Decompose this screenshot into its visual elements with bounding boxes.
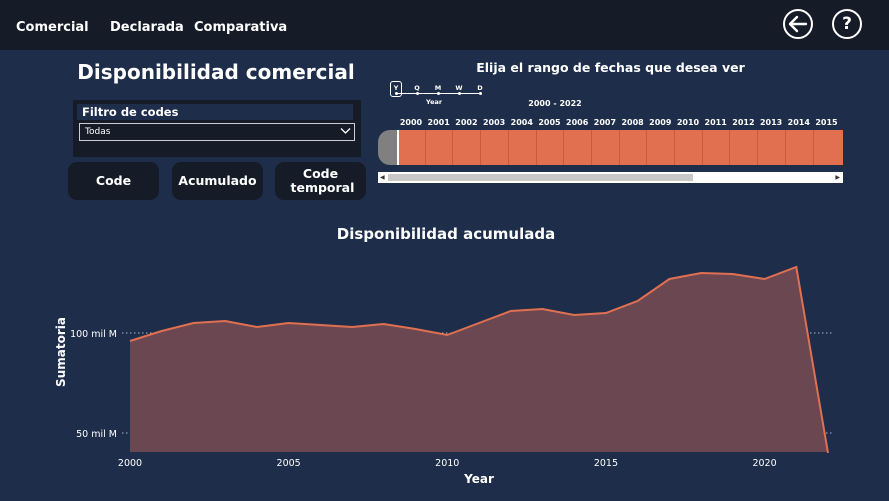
x-tick-label: 2010: [435, 458, 459, 469]
acumulado-button[interactable]: Acumulado: [172, 162, 263, 200]
arrow-left-icon: [788, 15, 808, 33]
chevron-down-icon: [340, 128, 351, 134]
granularity-day[interactable]: D: [477, 84, 483, 92]
timeline-cell-divider: [757, 130, 759, 165]
timeline-cell-divider: [563, 130, 565, 165]
granularity-week[interactable]: W: [455, 84, 463, 92]
filter-card: Filtro de codes Todas: [73, 100, 361, 157]
timeline-year-label[interactable]: 2014: [787, 118, 810, 127]
timeline-cell-divider: [674, 130, 675, 165]
timeline-year-label[interactable]: 2005: [538, 118, 561, 127]
scroll-right-icon[interactable]: ▶: [835, 174, 840, 181]
timeline-cell-divider: [618, 130, 620, 165]
chart-title: Disponibilidad acumulada: [336, 225, 556, 243]
granularity-month[interactable]: M: [434, 84, 442, 92]
granularity-selected-box: [390, 81, 402, 97]
timeline-cell-divider: [424, 130, 426, 165]
y-axis-title: Sumatoria: [54, 317, 68, 387]
timeline-year-label[interactable]: 2004: [510, 118, 533, 127]
x-tick-label: 2005: [277, 458, 301, 469]
timeline-year-label[interactable]: 2008: [621, 118, 644, 127]
timeline-cell-divider: [480, 130, 482, 165]
y-tick-label: 100 mil M: [70, 329, 117, 340]
granularity-quarter[interactable]: Q: [414, 84, 420, 92]
y-tick-label: 50 mil M: [76, 429, 117, 440]
selected-range-caption: 2000 - 2022: [528, 99, 582, 108]
help-button[interactable]: ?: [832, 9, 862, 39]
x-axis-title: Year: [463, 472, 494, 486]
granularity-dot: [437, 92, 440, 95]
timeline-year-label[interactable]: 2006: [566, 118, 589, 127]
timeline-year-label[interactable]: 2015: [815, 118, 838, 127]
timeline-year-label[interactable]: 2001: [427, 118, 450, 127]
granularity-caption: Year: [426, 98, 443, 106]
granularity-dot: [479, 92, 482, 95]
filter-selected-value: Todas: [85, 127, 111, 137]
timeline-year-label[interactable]: 2011: [704, 118, 727, 127]
timeline-cell-divider: [729, 130, 731, 165]
timeline-cell-divider: [701, 130, 703, 165]
timeline-scrollbar[interactable]: ◀ ▶: [378, 172, 843, 183]
code-temporal-button-label: Code temporal: [290, 166, 355, 195]
codes-filter-dropdown[interactable]: Todas: [79, 123, 355, 141]
code-button-label: Code: [95, 173, 132, 188]
granularity-year[interactable]: Y: [393, 84, 399, 92]
filter-label: Filtro de codes: [77, 104, 353, 120]
page-title: Disponibilidad comercial: [77, 60, 355, 84]
timeline-year-label[interactable]: 2003: [482, 118, 506, 127]
code-temporal-button[interactable]: Code temporal: [275, 162, 366, 200]
date-range-title: Elija el rango de fechas que desea ver: [476, 60, 745, 75]
area-fill: [130, 267, 828, 453]
timeline-cell-divider: [590, 130, 592, 165]
timeline-cell-divider: [784, 130, 786, 165]
timeline-scroll-thumb[interactable]: [388, 174, 693, 181]
timeline-year-label[interactable]: 2007: [593, 118, 617, 127]
series-line: [129, 265, 829, 454]
timeline-range-bar[interactable]: [397, 130, 843, 165]
timeline-cell-divider: [452, 130, 454, 165]
timeline-cell-divider: [535, 130, 537, 165]
timeline-cell-divider: [646, 130, 648, 165]
timeline-cell-divider: [507, 130, 509, 165]
acumulado-button-label: Acumulado: [178, 173, 257, 188]
timeline-year-label[interactable]: 2002: [455, 118, 478, 127]
timeline-year-label[interactable]: 2012: [732, 118, 755, 127]
nav-comercial[interactable]: Comercial: [16, 20, 89, 35]
granularity-dot: [395, 92, 398, 95]
nav-comparativa[interactable]: Comparativa: [194, 20, 288, 35]
timeline-cell-divider: [812, 130, 814, 165]
timeline-year-label[interactable]: 2009: [649, 118, 672, 127]
x-tick-label: 2020: [752, 458, 776, 469]
timeline-year-label[interactable]: 2000: [399, 118, 423, 127]
question-icon: ?: [842, 13, 852, 34]
scroll-left-icon[interactable]: ◀: [380, 174, 385, 181]
granularity-dot: [416, 92, 419, 95]
granularity-dot: [458, 92, 461, 95]
timeline-year-label[interactable]: 2010: [676, 118, 700, 127]
timeline-year-label[interactable]: 2013: [759, 118, 783, 127]
x-tick-label: 2000: [118, 458, 142, 469]
x-tick-label: 2015: [594, 458, 618, 469]
top-navigation-bar: Comercial Declarada Comparativa ?: [0, 0, 889, 50]
nav-declarada[interactable]: Declarada: [110, 20, 184, 35]
back-button[interactable]: [783, 9, 813, 39]
code-button[interactable]: Code: [68, 162, 159, 200]
